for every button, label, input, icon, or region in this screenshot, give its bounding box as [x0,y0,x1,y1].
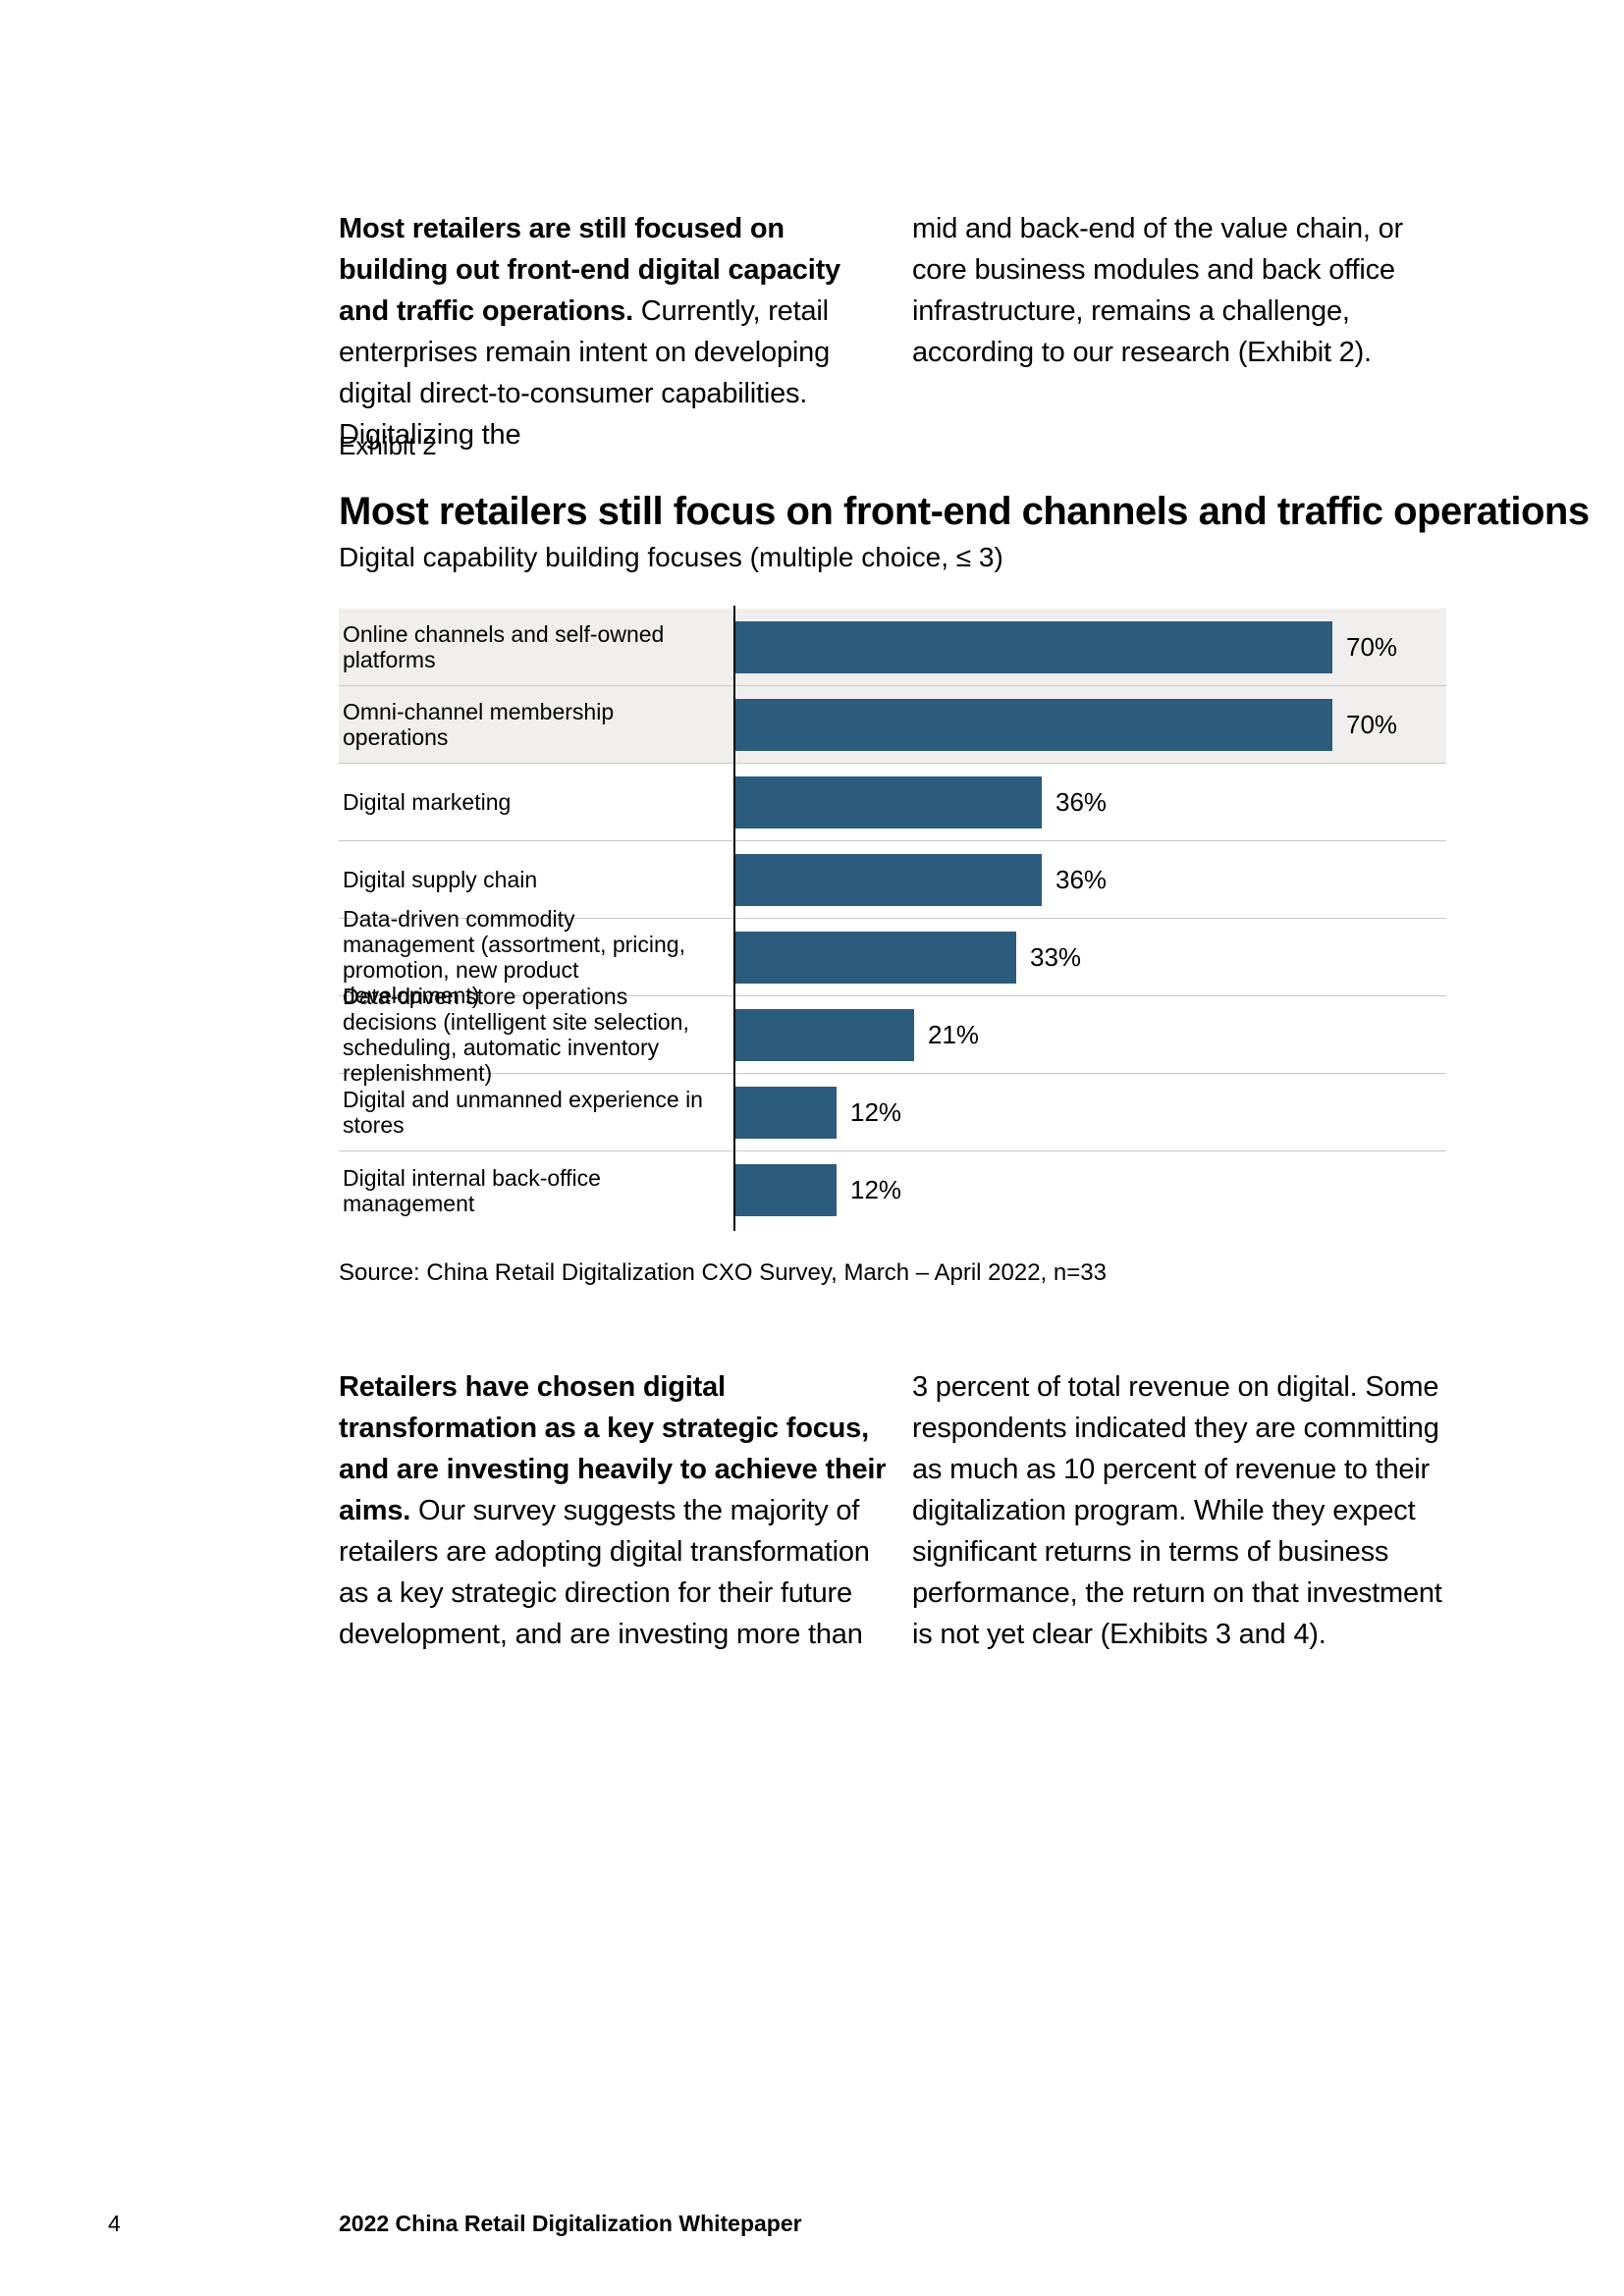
body-right-paragraph: 3 percent of total revenue on digital. S… [912,1371,1442,1650]
intro-left-bold-text: Most retailers are still focused on buil… [339,213,840,327]
chart-bar [734,1009,914,1061]
chart-category-label: Digital marketing [343,789,512,815]
chart-bar [734,776,1042,828]
chart-value-label: 21% [928,1020,980,1049]
body-right-column: 3 percent of total revenue on digital. S… [912,1366,1460,1655]
intro-left-column: Most retailers are still focused on buil… [339,208,893,455]
exhibit-subtitle: Digital capability building focuses (mul… [339,542,1003,572]
chart-bar [734,932,1016,984]
chart-bar-area: 70% [734,686,1446,763]
chart-bar-area: 12% [734,1074,1446,1150]
chart-category-label: Digital supply chain [343,867,538,892]
chart-category-label: Omni-channel membership operations [343,699,615,750]
chart-value-label: 12% [850,1097,902,1127]
chart-value-label: 12% [850,1175,902,1204]
chart-bar-area: 21% [734,996,1446,1073]
chart-bar-area: 33% [734,919,1446,995]
chart-bar-area: 36% [734,841,1446,918]
chart-axis-line [733,606,735,1231]
chart-category-label: Data-driven commodity management (assort… [343,906,685,1008]
page-number: 4 [108,2211,121,2236]
chart-source: Source: China Retail Digitalization CXO … [339,1259,1107,1286]
chart-bar-area: 70% [734,609,1446,685]
chart-category-label: Online channels and self-owned platforms [343,621,665,672]
chart-row: Data-driven commodity management (assort… [339,906,1446,1008]
intro-right-paragraph: mid and back-end of the value chain, or … [912,213,1404,368]
chart-value-label: 70% [1346,710,1398,739]
exhibit-title: Most retailers still focus on front-end … [339,490,1590,533]
chart-bar-area: 12% [734,1151,1446,1229]
chart-row: Digital internal back-office management 1… [339,1151,1446,1229]
bar-chart: Online channels and self-owned platforms… [339,606,1446,1231]
body-left-paragraph: Retailers have chosen digital transforma… [339,1366,893,1655]
chart-bar [734,621,1332,673]
chart-row: Omni-channel membership operations 70% [339,686,1446,764]
chart-bar-area: 36% [734,764,1446,840]
chart-value-label: 70% [1346,632,1398,662]
intro-left-paragraph: Most retailers are still focused on buil… [339,208,893,455]
chart-bar [734,699,1332,751]
body-left-bold-text: Retailers have chosen digital transforma… [339,1371,887,1526]
chart-row: Digital and unmanned experience in store… [339,1074,1446,1151]
chart-category-label: Digital and unmanned experience in store… [343,1087,703,1138]
intro-right-column: mid and back-end of the value chain, or … [912,208,1460,373]
chart-value-label: 36% [1056,787,1108,817]
body-left-column: Retailers have chosen digital transforma… [339,1366,893,1655]
footer-title: 2022 China Retail Digitalization Whitepa… [339,2211,802,2236]
chart-value-label: 33% [1030,942,1082,972]
chart-category-label: Data-driven store operations decisions (… [343,984,689,1086]
exhibit-label: Exhibit 2 [339,431,437,460]
chart-value-label: 36% [1056,865,1108,894]
chart-row: Digital supply chain 36% [339,841,1446,919]
chart-bar [734,854,1042,906]
chart-category-label: Digital internal back-office management [343,1164,601,1216]
chart-row: Data-driven store operations decisions (… [339,984,1446,1086]
chart-bar [734,1087,837,1139]
intro-left-regular-text: Currently, retail enterprises remain int… [339,295,831,451]
chart-row: Digital marketing 36% [339,764,1446,841]
body-left-regular-text: Our survey suggests the majority of reta… [339,1495,870,1650]
chart-bar [734,1164,837,1216]
chart-row: Online channels and self-owned platforms… [339,609,1446,686]
